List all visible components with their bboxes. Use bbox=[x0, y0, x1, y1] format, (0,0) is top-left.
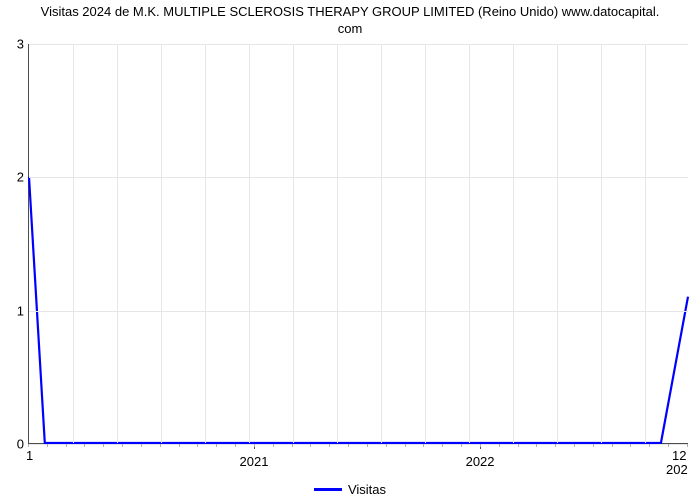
line-series bbox=[29, 44, 688, 443]
x-minor-tick bbox=[235, 444, 236, 447]
vgrid-line bbox=[205, 44, 206, 443]
chart-title-line2: com bbox=[338, 21, 363, 36]
legend-item: Visitas bbox=[314, 482, 386, 497]
x-minor-tick bbox=[649, 444, 650, 447]
x-minor-tick bbox=[555, 444, 556, 447]
x-tick-label: 2022 bbox=[466, 454, 495, 469]
vgrid-line bbox=[425, 44, 426, 443]
x-minor-tick bbox=[687, 444, 688, 447]
x-end-right-label: 12 bbox=[672, 448, 686, 463]
y-tick-label: 2 bbox=[4, 170, 24, 185]
x-minor-tick bbox=[423, 444, 424, 447]
x-minor-tick bbox=[84, 444, 85, 447]
vgrid-line bbox=[249, 44, 250, 443]
vgrid-line bbox=[513, 44, 514, 443]
hgrid-line bbox=[29, 177, 688, 178]
legend-swatch bbox=[314, 488, 342, 491]
x-minor-tick bbox=[630, 444, 631, 447]
vgrid-line bbox=[645, 44, 646, 443]
x-minor-tick bbox=[499, 444, 500, 447]
vgrid-line bbox=[557, 44, 558, 443]
x-minor-tick bbox=[574, 444, 575, 447]
x-end-right-label2: 202 bbox=[666, 462, 688, 477]
hgrid-line bbox=[29, 44, 688, 45]
vgrid-line bbox=[293, 44, 294, 443]
x-minor-tick bbox=[141, 444, 142, 447]
x-minor-tick bbox=[122, 444, 123, 447]
x-minor-tick bbox=[103, 444, 104, 447]
x-minor-tick bbox=[386, 444, 387, 447]
x-minor-tick bbox=[461, 444, 462, 447]
x-minor-tick bbox=[442, 444, 443, 447]
x-minor-tick bbox=[28, 444, 29, 447]
y-tick-label: 3 bbox=[4, 37, 24, 52]
legend: Visitas bbox=[0, 478, 700, 497]
x-minor-tick bbox=[536, 444, 537, 447]
hgrid-line bbox=[29, 444, 688, 445]
x-minor-tick bbox=[273, 444, 274, 447]
x-minor-tick bbox=[66, 444, 67, 447]
x-minor-tick bbox=[405, 444, 406, 447]
vgrid-line bbox=[73, 44, 74, 443]
x-minor-tick bbox=[612, 444, 613, 447]
x-minor-tick bbox=[329, 444, 330, 447]
vgrid-line bbox=[381, 44, 382, 443]
x-minor-tick bbox=[197, 444, 198, 447]
chart-title-line1: Visitas 2024 de M.K. MULTIPLE SCLEROSIS … bbox=[41, 4, 660, 19]
x-minor-tick bbox=[518, 444, 519, 447]
x-minor-tick bbox=[160, 444, 161, 447]
x-minor-tick bbox=[668, 444, 669, 447]
x-minor-tick bbox=[216, 444, 217, 447]
x-minor-tick bbox=[367, 444, 368, 447]
x-minor-tick bbox=[593, 444, 594, 447]
y-tick-label: 0 bbox=[4, 437, 24, 452]
hgrid-line bbox=[29, 311, 688, 312]
x-tick-label: 2021 bbox=[240, 454, 269, 469]
x-minor-tick bbox=[480, 444, 481, 447]
plot-area bbox=[28, 44, 688, 444]
chart-title: Visitas 2024 de M.K. MULTIPLE SCLEROSIS … bbox=[0, 4, 700, 38]
x-end-left-label: 1 bbox=[26, 448, 33, 463]
x-minor-tick bbox=[292, 444, 293, 447]
vgrid-line bbox=[469, 44, 470, 443]
x-minor-tick bbox=[310, 444, 311, 447]
vgrid-line bbox=[117, 44, 118, 443]
vgrid-line bbox=[601, 44, 602, 443]
visits-chart: Visitas 2024 de M.K. MULTIPLE SCLEROSIS … bbox=[0, 0, 700, 500]
vgrid-line bbox=[337, 44, 338, 443]
x-minor-tick bbox=[348, 444, 349, 447]
legend-label: Visitas bbox=[348, 482, 386, 497]
x-minor-tick bbox=[179, 444, 180, 447]
vgrid-line bbox=[161, 44, 162, 443]
x-minor-tick bbox=[47, 444, 48, 447]
y-tick-label: 1 bbox=[4, 303, 24, 318]
x-minor-tick bbox=[254, 444, 255, 447]
